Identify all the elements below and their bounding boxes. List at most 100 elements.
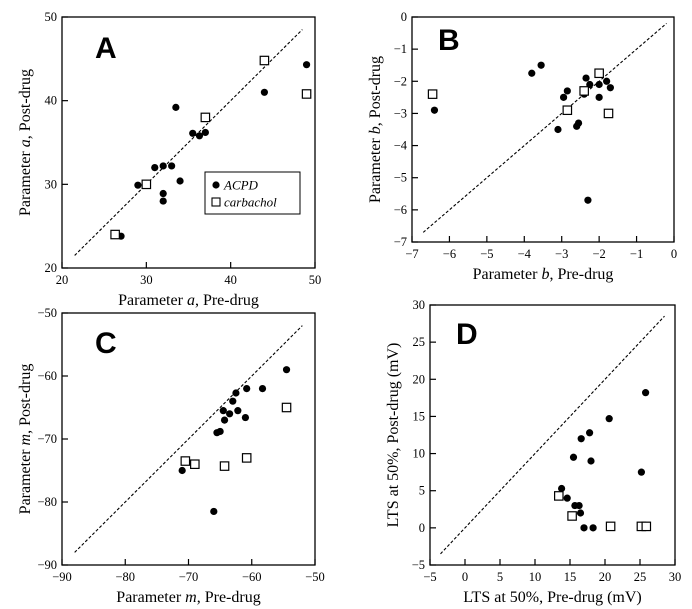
x-axis-label: Parameter a, Pre-drug (118, 292, 259, 309)
point-acpd (559, 93, 568, 101)
y-axis-label: LTS at 50%, Post-drug (mV) (385, 343, 402, 528)
y-tick-label: −4 (394, 139, 408, 153)
plot-frame (429, 304, 676, 566)
panel-c: −90 −80 −70 −60 −50 −90 −80 −70 −60 −50 Parameter … (17, 306, 325, 606)
y-tick-label: −70 (37, 432, 57, 446)
x-tick-label: 40 (224, 273, 237, 287)
point-acpd (584, 196, 592, 204)
x-tick-label: −1 (630, 247, 643, 261)
identity-line (74, 29, 303, 256)
y-tick-label: 30 (413, 298, 426, 312)
y-tick-label: 10 (413, 447, 426, 461)
point-acpd (258, 385, 267, 393)
point-carbachol (603, 108, 614, 119)
x-tick-label: −7 (405, 247, 418, 261)
point-carbachol (562, 105, 573, 116)
x-tick-label: 30 (669, 570, 682, 584)
y-tick-label: −60 (37, 369, 57, 383)
point-acpd (243, 385, 251, 393)
x-tick-label: −6 (443, 247, 456, 261)
x-tick-label: −5 (480, 247, 493, 261)
point-carbachol (180, 456, 191, 466)
point-acpd (219, 407, 227, 415)
point-acpd (574, 119, 583, 127)
x-axis-label: LTS at 50%, Pre-drug (mV) (463, 589, 642, 606)
legend-marker (211, 197, 221, 207)
point-acpd (603, 77, 611, 85)
point-acpd (159, 162, 167, 170)
point-acpd (241, 413, 250, 422)
x-tick-label: −50 (305, 570, 325, 584)
point-carbachol (427, 89, 438, 99)
point-acpd (302, 61, 311, 69)
x-tick-label: 20 (56, 273, 69, 287)
point-acpd (589, 524, 597, 532)
point-carbachol (594, 68, 604, 79)
y-axis-label: Parameter a, Post-drug (17, 69, 34, 216)
point-acpd (172, 103, 180, 111)
point-acpd (595, 80, 603, 89)
y-axis-label: Parameter m, Post-drug (17, 364, 34, 515)
x-axis-label: Parameter m, Pre-drug (116, 589, 260, 606)
x-tick-label: −90 (52, 570, 72, 584)
point-acpd (210, 507, 218, 516)
point-acpd (580, 524, 588, 532)
y-tick-label: 50 (45, 10, 58, 24)
x-tick-label: 30 (140, 273, 153, 287)
point-acpd (195, 132, 204, 140)
point-acpd (637, 468, 646, 476)
point-carbachol (219, 461, 230, 471)
point-acpd (176, 177, 184, 185)
point-acpd (151, 164, 159, 172)
x-tick-label: 50 (309, 273, 322, 287)
y-tick-label: 15 (413, 409, 426, 423)
x-tick-label: −5 (423, 570, 436, 584)
y-tick-label: −5 (394, 171, 407, 185)
point-carbachol (200, 112, 211, 123)
y-tick-label: −7 (394, 235, 407, 249)
x-tick-label: 15 (564, 570, 577, 584)
y-tick-label: −80 (37, 495, 57, 509)
point-carbachol (190, 459, 200, 469)
panel-d: −5 0 5 10 15 20 25 30 −5 0 5 10 15 20 25 30 LTS at 50%, … (385, 298, 681, 606)
x-tick-label: −4 (518, 247, 532, 261)
x-tick-label: −70 (179, 570, 199, 584)
x-tick-label: −60 (242, 570, 262, 584)
legend: ACPD carbachol (204, 171, 301, 215)
point-acpd (178, 466, 186, 475)
point-acpd (586, 429, 594, 437)
point-acpd (577, 435, 585, 443)
y-tick-label: −6 (394, 203, 407, 217)
legend-label: ACPD (223, 178, 259, 193)
y-tick-label: 20 (413, 372, 426, 386)
point-acpd (189, 129, 197, 137)
x-tick-label: −80 (115, 570, 135, 584)
point-acpd (430, 106, 439, 114)
point-carbachol (241, 453, 252, 463)
point-acpd (134, 181, 142, 189)
point-acpd (260, 88, 268, 96)
y-tick-label: 40 (45, 94, 58, 108)
y-tick-label: −1 (394, 42, 407, 56)
point-acpd (232, 389, 240, 397)
point-acpd (226, 410, 234, 418)
point-carbachol (553, 491, 564, 501)
y-tick-label: 5 (419, 484, 425, 498)
panel-b: −7 −6 −5 −4 −3 −2 −1 0 −7 −6 −5 −4 −3 −2 −1 0 Parameter … (367, 10, 677, 283)
point-carbachol (301, 89, 312, 99)
point-acpd (220, 416, 229, 424)
point-carbachol (281, 402, 292, 413)
y-tick-label: −5 (412, 558, 425, 572)
legend-box (204, 171, 301, 215)
point-acpd (159, 197, 167, 205)
y-tick-label: 30 (45, 177, 58, 191)
point-carbachol (110, 229, 120, 240)
identity-line (440, 315, 665, 555)
point-acpd (606, 84, 614, 92)
point-acpd (587, 457, 595, 465)
point-acpd (582, 74, 590, 82)
point-acpd (159, 189, 167, 198)
x-tick-label: 0 (671, 247, 677, 261)
point-acpd (595, 93, 603, 101)
